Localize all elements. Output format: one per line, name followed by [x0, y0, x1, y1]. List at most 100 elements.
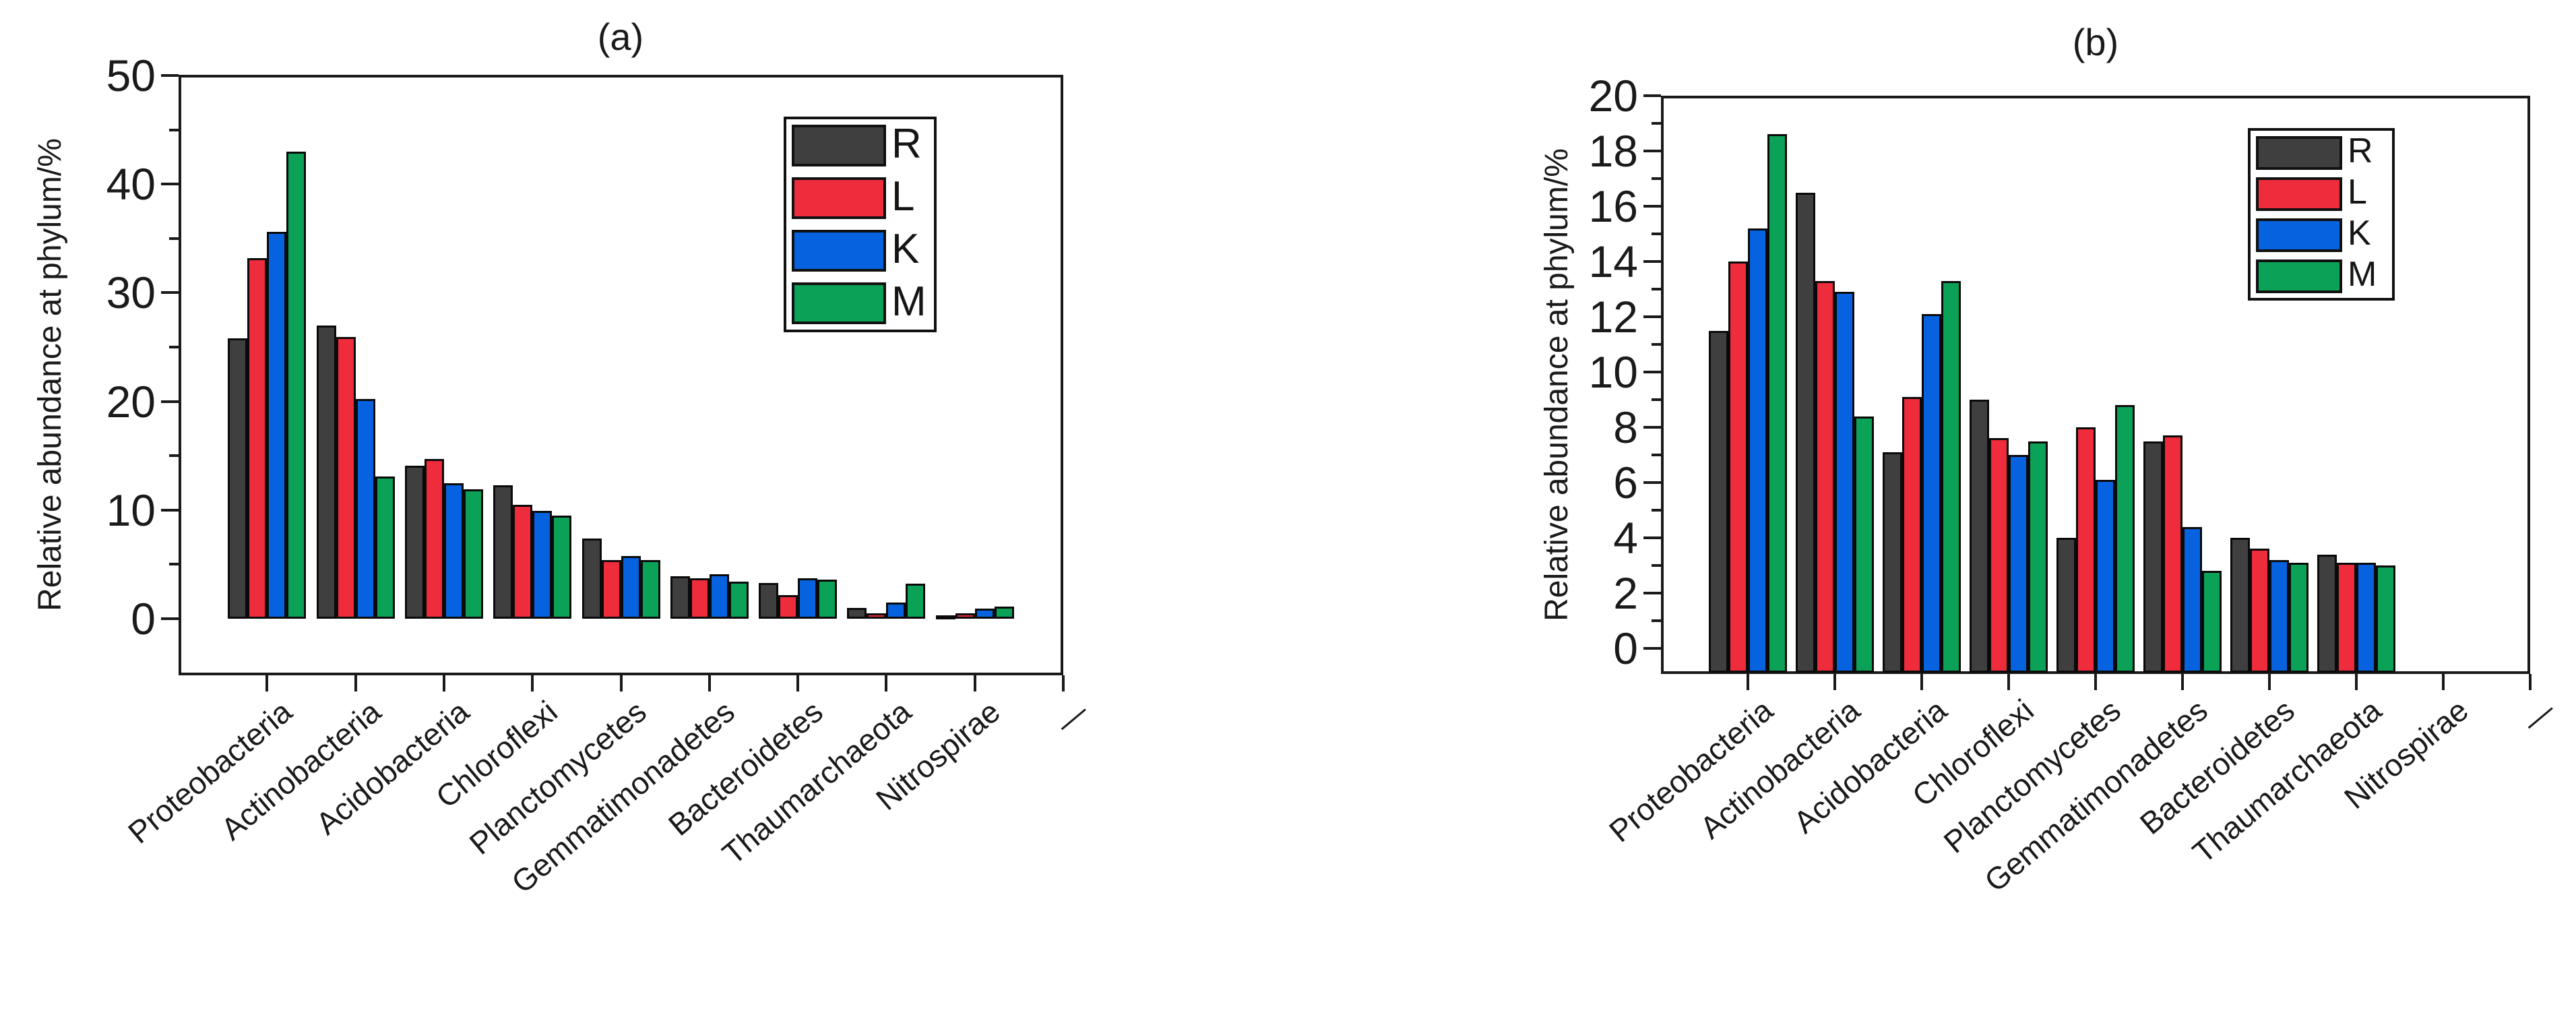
legend-swatch-l: [2256, 177, 2342, 211]
bar-l-thaumarchaeota: [2337, 562, 2356, 673]
y-tick-label: 14: [1588, 237, 1638, 286]
y-tick-label: 0: [1613, 623, 1638, 673]
bar-k-bacteroidetes: [798, 578, 818, 619]
y-tick-label: 12: [1588, 292, 1638, 342]
bar-k-acidobacteria: [443, 483, 464, 619]
bar-l-thaumarchaeota: [867, 613, 887, 619]
x-tick: [2529, 674, 2532, 690]
y-major-tick: [161, 74, 179, 77]
y-major-tick: [1643, 94, 1661, 97]
y-tick-label: 20: [106, 376, 156, 427]
bar-r-thaumarchaeota: [2317, 554, 2337, 673]
bar-k-chloroflexi: [2009, 455, 2028, 673]
bar-k-proteobacteria: [267, 232, 287, 619]
legend-swatch-r: [2256, 136, 2342, 170]
legend-label-k: K: [891, 225, 920, 272]
bar-m-bacteroidetes: [817, 579, 838, 619]
y-tick-label: 18: [1588, 126, 1638, 176]
x-tick: [531, 675, 534, 691]
bar-m-bacteroidetes: [2289, 562, 2308, 673]
y-minor-tick: [1652, 122, 1661, 125]
bar-r-actinobacteria: [1796, 192, 1815, 673]
bar-l-bacteroidetes: [778, 594, 798, 619]
bar-k-nitrospirae: [974, 609, 995, 619]
y-minor-tick: [1652, 619, 1661, 622]
y-minor-tick: [169, 346, 179, 348]
y-tick-label: 20: [1588, 71, 1638, 121]
x-tick: [619, 675, 623, 691]
bar-m-planctomycetes: [640, 559, 660, 619]
x-tick: [1062, 675, 1065, 691]
bar-l-gemmatimonadetes: [689, 578, 710, 619]
x-tick: [1920, 674, 1923, 690]
x-tick: [265, 675, 269, 691]
bar-r-bacteroidetes: [759, 582, 779, 619]
bar-m-planctomycetes: [2115, 405, 2135, 673]
bar-k-thaumarchaeota: [886, 602, 906, 619]
bar-l-planctomycetes: [601, 559, 621, 619]
bar-l-acidobacteria: [424, 459, 444, 619]
y-tick-label: 10: [1588, 347, 1638, 397]
y-major-tick: [1643, 315, 1661, 318]
y-major-tick: [1643, 647, 1661, 650]
y-major-tick: [1643, 150, 1661, 152]
bar-m-thaumarchaeota: [2376, 565, 2395, 673]
x-tick: [885, 675, 888, 691]
bar-l-proteobacteria: [247, 257, 268, 619]
legend-label-k: K: [2348, 213, 2371, 253]
y-minor-tick: [1652, 177, 1661, 180]
y-tick-label: 50: [106, 51, 156, 100]
y-minor-tick: [1652, 233, 1661, 235]
x-tick: [2094, 674, 2097, 690]
bar-l-actinobacteria: [1815, 280, 1835, 673]
y-tick-label: 8: [1613, 402, 1638, 452]
bar-r-planctomycetes: [582, 538, 602, 619]
bar-r-chloroflexi: [1970, 400, 1989, 673]
bar-l-actinobacteria: [336, 337, 356, 619]
bar-r-planctomycetes: [2056, 538, 2076, 673]
y-tick-label: 0: [131, 594, 156, 644]
bar-m-chloroflexi: [552, 515, 572, 619]
bar-m-gemmatimonadetes: [2202, 571, 2222, 673]
y-minor-tick: [1652, 288, 1661, 290]
x-category-label: Gemmatimonadetes: [504, 694, 741, 900]
bar-k-gemmatimonadetes: [2182, 526, 2202, 673]
y-minor-tick: [1652, 343, 1661, 346]
bar-m-acidobacteria: [463, 489, 483, 619]
x-tick: [1747, 674, 1749, 690]
bar-k-planctomycetes: [621, 555, 641, 619]
legend-swatch-k: [2256, 218, 2342, 252]
y-tick-label: 2: [1613, 568, 1638, 618]
y-major-tick: [1643, 260, 1661, 263]
bar-r-thaumarchaeota: [847, 607, 867, 619]
legend-label-m: M: [891, 278, 926, 325]
bar-m-acidobacteria: [1941, 280, 1961, 673]
y-major-tick: [1643, 371, 1661, 373]
x-tick: [2268, 674, 2271, 690]
bar-k-chloroflexi: [532, 511, 553, 619]
x-tick: [973, 675, 976, 691]
legend-swatch-m: [2256, 259, 2342, 293]
x-category-label: Acidobacteria: [309, 694, 476, 842]
bar-m-proteobacteria: [286, 151, 307, 619]
bar-k-bacteroidetes: [2269, 559, 2289, 673]
y-major-tick: [1643, 426, 1661, 429]
legend-swatch-k: [792, 230, 886, 272]
legend-label-r: R: [891, 120, 922, 167]
y-major-tick: [161, 291, 179, 295]
bar-m-gemmatimonadetes: [728, 582, 749, 619]
y-major-tick: [1643, 536, 1661, 539]
x-tick: [796, 675, 800, 691]
bar-l-acidobacteria: [1902, 396, 1922, 673]
legend-label-m: M: [2348, 254, 2377, 294]
bar-r-acidobacteria: [404, 465, 425, 619]
bar-l-chloroflexi: [1989, 438, 2009, 673]
bar-k-planctomycetes: [2096, 479, 2115, 673]
y-minor-tick: [169, 128, 179, 131]
y-minor-tick: [169, 237, 179, 240]
bar-m-nitrospirae: [994, 607, 1014, 619]
panel-b-title: (b): [2072, 21, 2119, 63]
bar-l-nitrospirae: [955, 613, 975, 619]
